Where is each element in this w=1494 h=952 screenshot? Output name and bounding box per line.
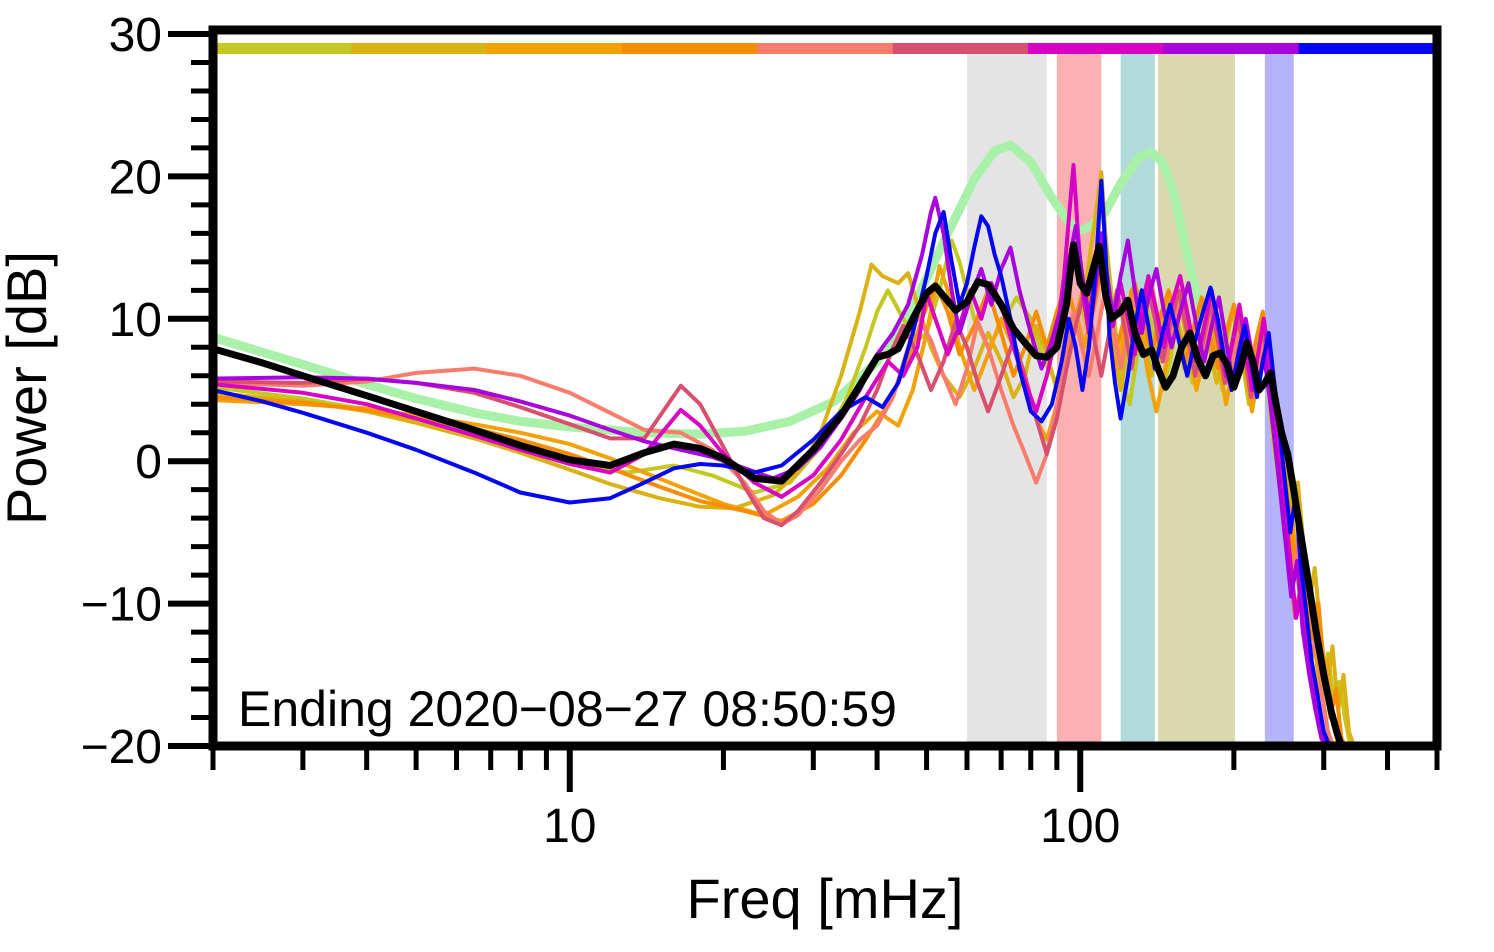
y-tick-label: 30 — [109, 9, 162, 62]
colorbar-segment-8 — [1163, 43, 1300, 54]
series-mean-black — [217, 241, 1344, 742]
y-axis-title: Power [dB] — [0, 251, 58, 525]
colorbar-segment-2 — [351, 43, 488, 54]
y-tick-label: −10 — [81, 579, 162, 632]
x-tick-label: 100 — [1040, 800, 1120, 853]
colorbar-segment-5 — [757, 43, 894, 54]
series-reference-pale-green — [217, 140, 1227, 439]
colorbar-segment-1 — [216, 43, 352, 54]
y-tick-label: 0 — [135, 436, 162, 489]
x-tick-label: 10 — [543, 800, 596, 853]
x-axis-title: Freq [mHz] — [687, 867, 964, 930]
time-colorbar-layer — [216, 43, 1435, 54]
colorbar-segment-9 — [1298, 43, 1435, 54]
colorbar-segment-7 — [1028, 43, 1164, 54]
axes-layer — [168, 25, 1442, 792]
colorbar-segment-3 — [486, 43, 623, 54]
harmonic-band-band-2 — [1056, 54, 1102, 742]
colorbar-segment-4 — [622, 43, 758, 54]
y-tick-label: 10 — [109, 294, 162, 347]
series-layer — [217, 140, 1355, 742]
colorbar-segment-6 — [892, 43, 1029, 54]
series-trace-2-gold — [217, 170, 1355, 742]
y-tick-label: 20 — [109, 151, 162, 204]
y-tick-label: −20 — [81, 721, 162, 774]
ending-time-annotation: Ending 2020−08−27 08:50:59 — [238, 681, 897, 737]
harmonic-band-band-4 — [1157, 54, 1235, 742]
harmonic-band-band-1 — [966, 54, 1047, 742]
axes-frame — [208, 25, 1442, 751]
